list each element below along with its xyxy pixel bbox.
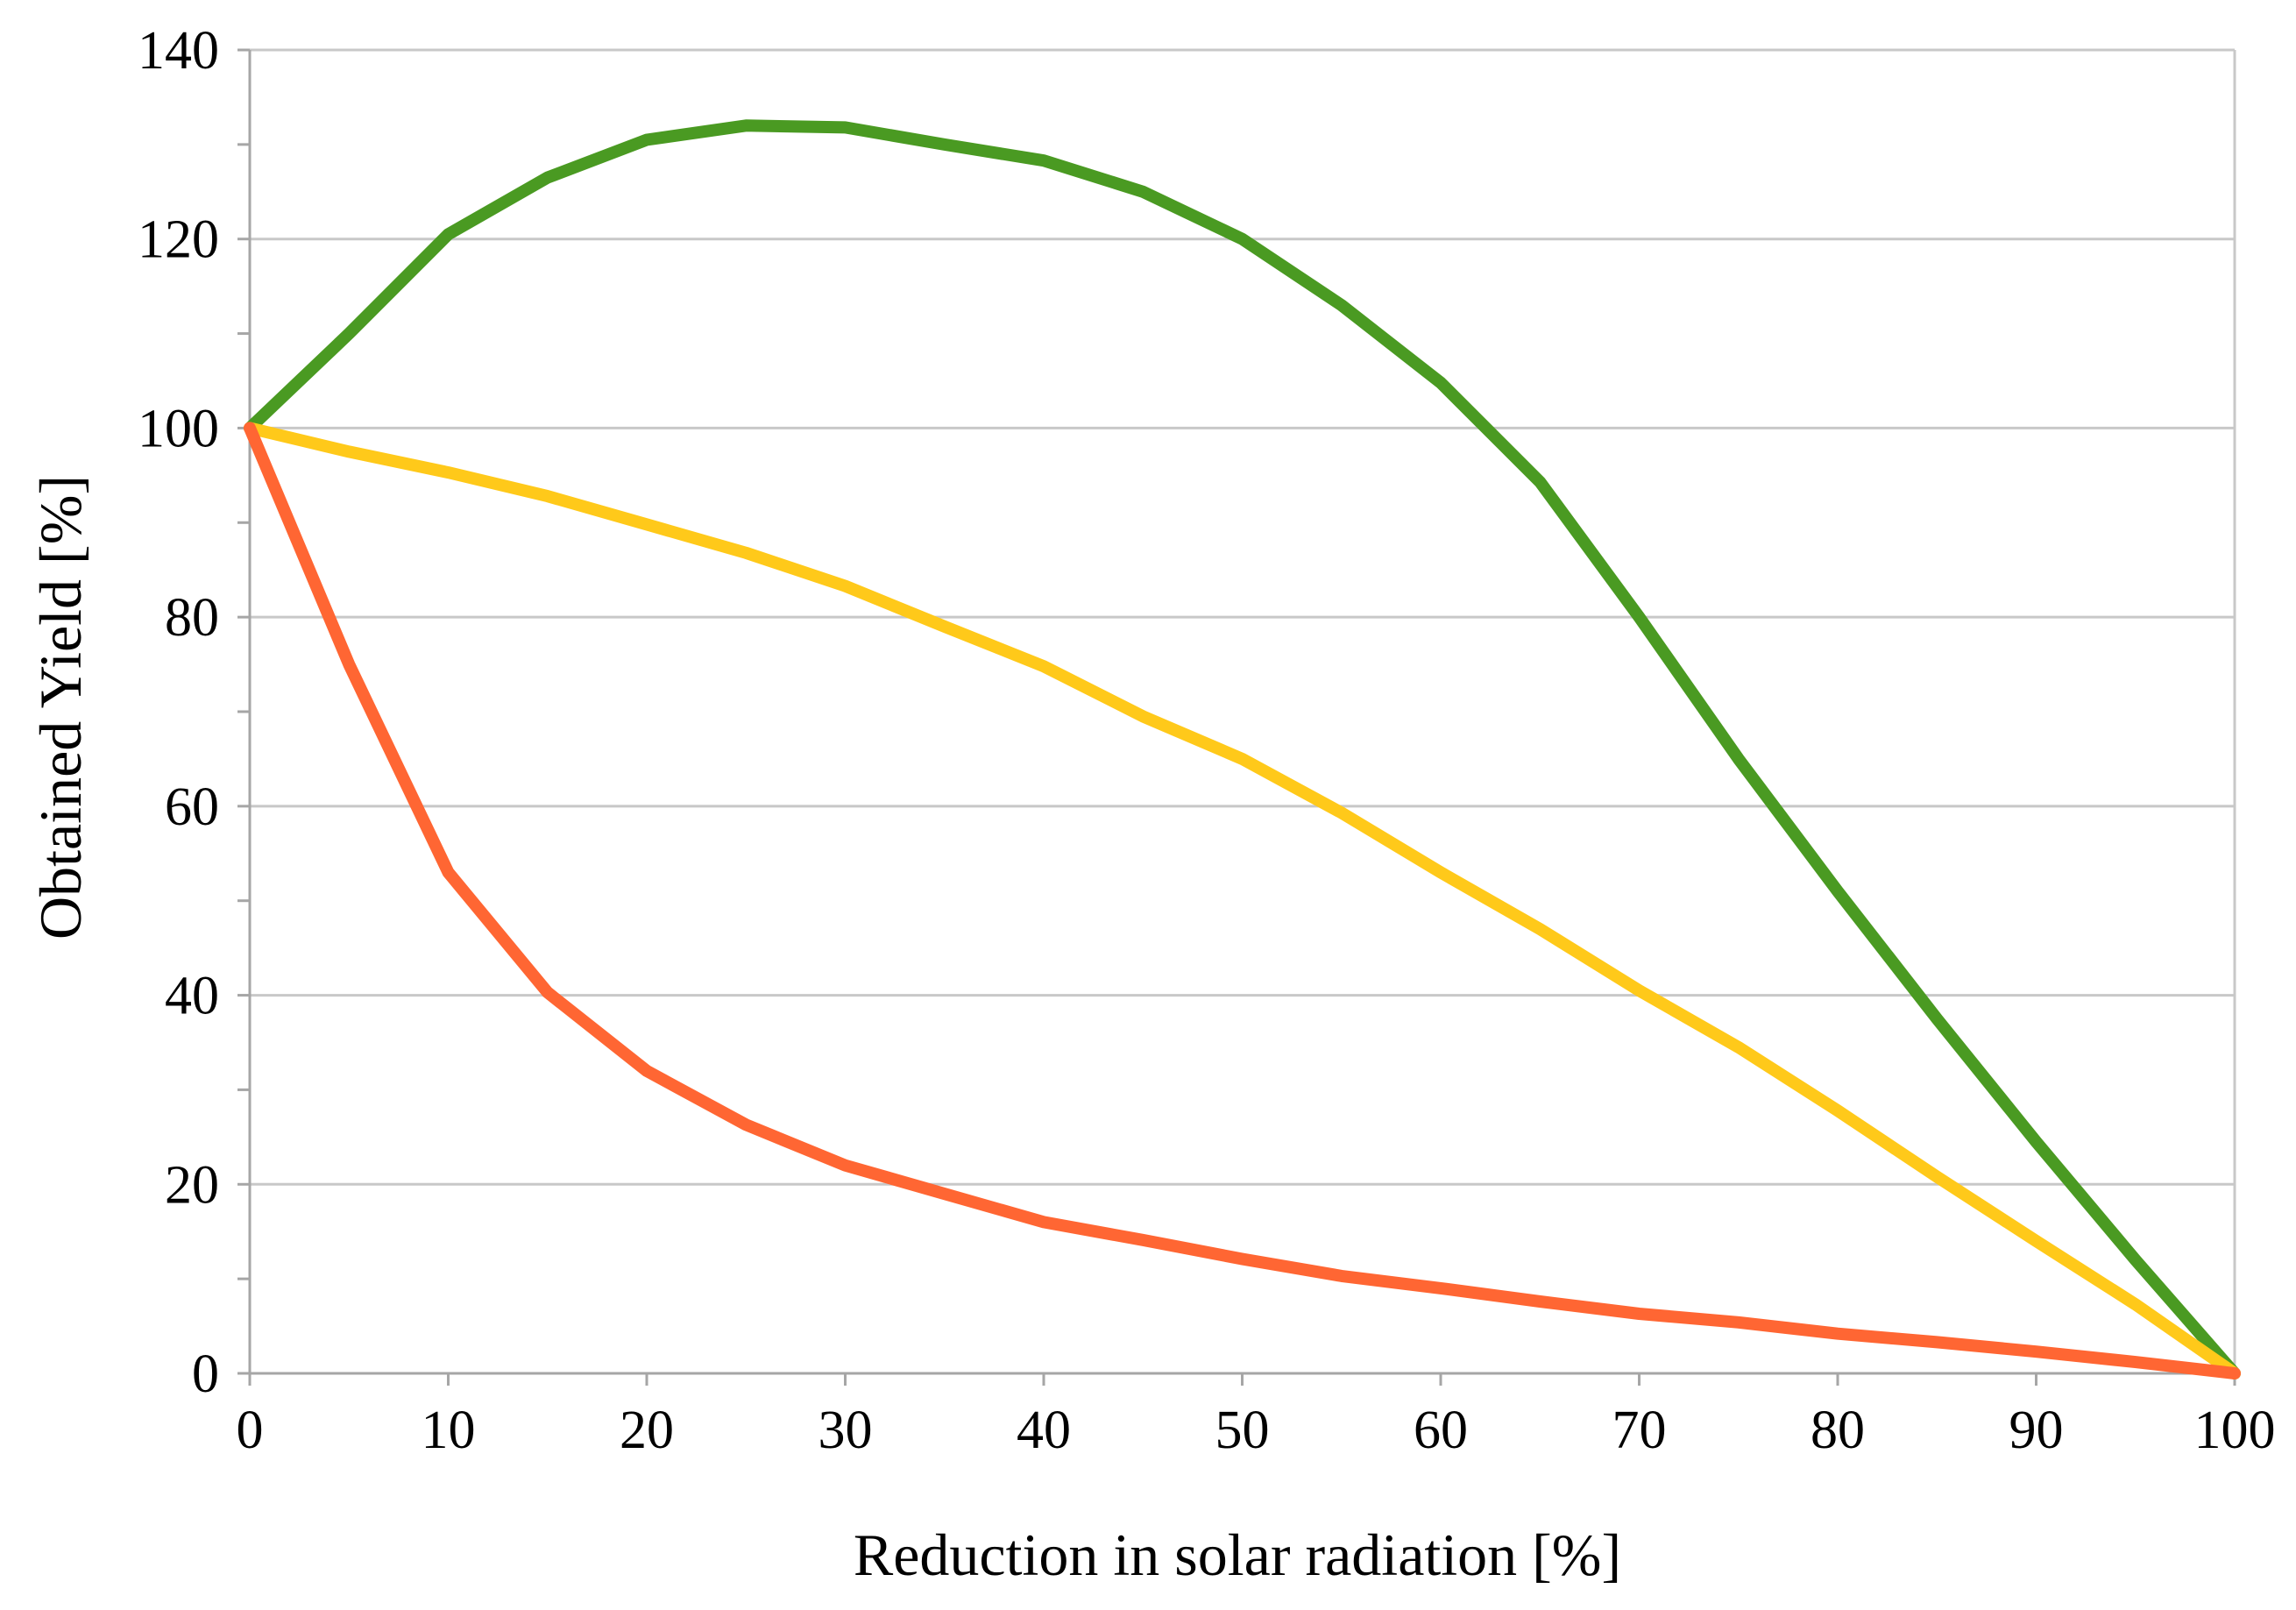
y-tick-label-100: 100 xyxy=(138,399,219,458)
y-tick-label-0: 0 xyxy=(192,1344,219,1404)
tick-labels: 0 20 40 60 80 100 120 140 0 10 20 30 40 50 60 70 80 90 100 xyxy=(138,21,2276,1460)
y-tick-label-80: 80 xyxy=(165,588,219,648)
y-tick-label-60: 60 xyxy=(165,777,219,837)
series-lines xyxy=(244,119,2241,1379)
x-tick-label-20: 20 xyxy=(620,1401,674,1460)
y-tick-label-120: 120 xyxy=(138,210,219,270)
series-line-yellow xyxy=(244,422,2241,1379)
y-tick-label-140: 140 xyxy=(138,21,219,81)
x-tick-label-70: 70 xyxy=(1612,1401,1667,1460)
x-tick-label-80: 80 xyxy=(1811,1401,1865,1460)
series-line-orange xyxy=(244,422,2241,1379)
x-tick-label-100: 100 xyxy=(2194,1401,2276,1460)
x-tick-label-10: 10 xyxy=(422,1401,476,1460)
x-tick-label-30: 30 xyxy=(818,1401,873,1460)
x-tick-label-40: 40 xyxy=(1017,1401,1071,1460)
x-tick-label-0: 0 xyxy=(237,1401,264,1460)
x-tick-label-90: 90 xyxy=(2009,1401,2064,1460)
series-line-green xyxy=(244,119,2241,1379)
x-tick-label-50: 50 xyxy=(1215,1401,1270,1460)
axes xyxy=(237,48,2236,1386)
y-tick-label-40: 40 xyxy=(165,967,219,1026)
x-axis-title: Reduction in solar radiation [%] xyxy=(854,1521,1621,1588)
x-tick-label-60: 60 xyxy=(1414,1401,1468,1460)
y-tick-label-20: 20 xyxy=(165,1155,219,1215)
y-axis-title: Obtained Yield [%] xyxy=(27,475,94,940)
